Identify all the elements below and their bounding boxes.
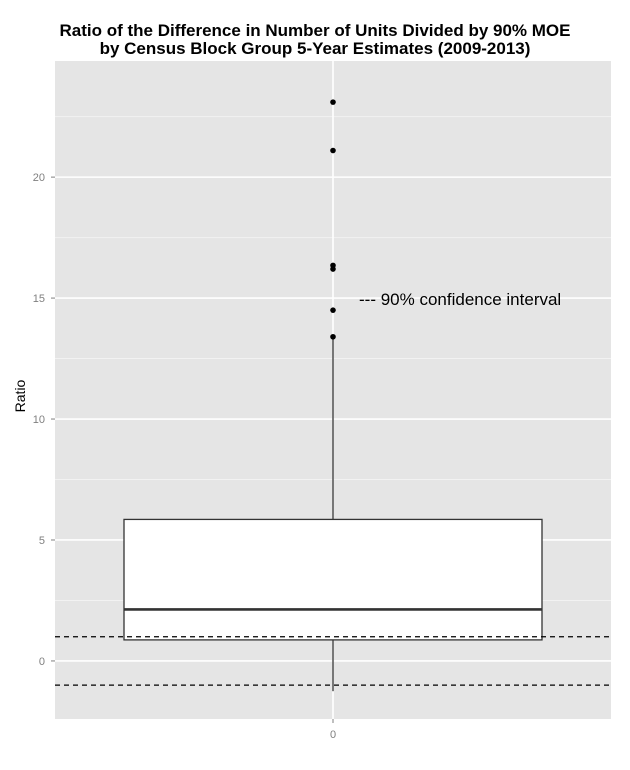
- y-tick-label: 0: [39, 656, 45, 668]
- x-axis-ticks: 0: [330, 719, 336, 741]
- confidence-interval-lines: [55, 636, 611, 686]
- y-tick-label: 5: [39, 535, 45, 547]
- outlier-point: [330, 307, 336, 313]
- x-tick-label: 0: [330, 729, 336, 741]
- confidence-interval-annotation: --- 90% confidence interval: [359, 290, 561, 309]
- outlier-point: [330, 147, 336, 154]
- chart-subtitle: by Census Block Group 5-Year Estimates (…: [99, 39, 531, 58]
- outlier-points: [330, 99, 336, 340]
- y-axis-title: Ratio: [12, 379, 28, 412]
- y-tick-label: 10: [33, 414, 45, 426]
- y-axis-ticks: 0 5 10 15 20: [33, 172, 55, 668]
- y-tick-label: 15: [33, 293, 45, 305]
- y-tick-label: 20: [33, 172, 45, 184]
- outlier-point: [330, 262, 336, 269]
- boxplot: [123, 339, 543, 692]
- outlier-point: [330, 99, 336, 105]
- box-iqr: [123, 518, 543, 641]
- outlier-point: [330, 333, 336, 340]
- chart-title: Ratio of the Difference in Number of Uni…: [59, 21, 571, 40]
